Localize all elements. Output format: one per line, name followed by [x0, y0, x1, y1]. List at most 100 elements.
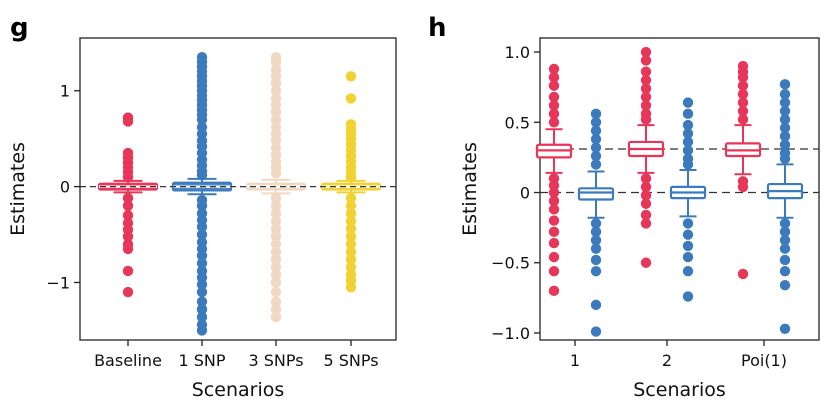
box-3-snps-outlier — [270, 85, 282, 96]
x-tick-label: 1 — [570, 351, 580, 370]
box-blue-1-outlier — [590, 108, 602, 120]
box-blue-2-outlier — [682, 128, 694, 139]
box-baseline-outlier — [122, 286, 134, 298]
box-1-snp-outlier — [196, 296, 208, 307]
panel-label-g: g — [10, 13, 29, 43]
box-blue-1-outlier — [590, 326, 602, 337]
box-blue-3-outlier — [779, 105, 791, 117]
box-5-snps-outlier — [345, 223, 357, 234]
box-red-3-outlier — [737, 88, 749, 100]
box-baseline-outlier — [122, 243, 134, 255]
box-blue-2-outlier — [682, 97, 694, 108]
box-blue-2-outlier — [682, 108, 694, 120]
box-1-snp-outlier — [196, 114, 208, 125]
box-red-1-outlier — [548, 91, 560, 103]
y-axis-title: Estimates — [7, 142, 29, 236]
box-5-snps-outlier — [345, 71, 357, 82]
box-baseline — [97, 112, 159, 298]
box-blue-3-outlier — [779, 139, 791, 150]
box-baseline-outlier — [122, 210, 134, 221]
panel-g: −1 0 1 Baseline 1 SNP 3 SNPs 5 SNPs Scenarios Es… — [7, 37, 397, 401]
box-blue-2-outlier — [682, 251, 694, 263]
box-red-2 — [627, 46, 665, 268]
box-red-2-outlier — [640, 181, 652, 193]
box-5-snps-outlier — [345, 254, 357, 265]
box-3-snps-outlier — [270, 238, 282, 250]
box-blue-3-outlier — [779, 88, 791, 100]
box-red-1-outlier — [548, 251, 560, 263]
box-3-snps-outlier — [270, 286, 282, 298]
x-axis-title: Scenarios — [633, 379, 726, 401]
box-blue-3 — [766, 79, 804, 334]
box-blue-2-outlier — [682, 119, 694, 131]
box-baseline-outlier — [122, 192, 134, 204]
box-red-1-outlier — [548, 226, 560, 238]
box-3-snps-outlier — [270, 77, 282, 89]
box-red-1-outlier — [548, 117, 560, 128]
box-red-3-outlier — [737, 72, 749, 83]
box-red-1-outlier — [548, 215, 560, 226]
box-1-snp-outlier — [196, 286, 208, 298]
box-1-snp-outlier — [196, 304, 208, 315]
box-3-snps-outlier — [270, 304, 282, 315]
box-baseline-outlier — [122, 116, 134, 127]
box-5-snps-outlier — [345, 215, 357, 227]
box-blue-3-outlier — [779, 218, 791, 229]
box-blue-1-outlier — [590, 243, 602, 254]
box-blue-1-outlier — [590, 133, 602, 145]
box-3-snps-outlier — [270, 277, 282, 288]
box-blue-3-outlier — [779, 280, 791, 291]
y-tick-label: 0 — [60, 178, 70, 197]
box-5-snps-outlier — [345, 282, 357, 293]
box-red-2-outlier — [640, 55, 652, 66]
box-blue-1-outlier — [590, 117, 602, 128]
box-blue-1-outlier — [590, 142, 602, 153]
box-red-3-outlier — [737, 114, 749, 125]
box-3-snps-outlier — [270, 231, 282, 242]
box-blue-1-outlier — [590, 159, 602, 170]
box-red-2-outlier — [640, 209, 652, 221]
y-tick-label: −1 — [46, 273, 70, 292]
box-blue-2 — [669, 97, 707, 302]
box-3-snps-outlier — [270, 167, 282, 179]
x-axis-title: Scenarios — [192, 379, 285, 401]
box-blue-3-outlier — [779, 114, 791, 125]
box-1-snp-outlier — [196, 221, 208, 233]
box-5-snps-outlier — [345, 171, 357, 183]
box-blue-3-outlier — [779, 97, 791, 108]
box-3-snps-outlier — [270, 192, 282, 204]
box-red-3-outlier — [737, 97, 749, 108]
plot-frame — [539, 37, 820, 341]
box-3-snps-outlier — [270, 296, 282, 307]
box-3-snps-outlier — [270, 135, 282, 146]
box-blue-3-outlier — [779, 254, 791, 266]
box-blue-1-outlier — [590, 218, 602, 229]
box-3-snps-outlier — [270, 56, 282, 68]
box-red-2-outlier — [640, 257, 652, 268]
box-3-snps-outlier — [270, 208, 282, 219]
box-3-snps-outlier — [270, 269, 282, 281]
x-tick-label: 1 SNP — [178, 351, 225, 370]
box-red-1 — [535, 63, 573, 297]
box-5-snps-outlier — [345, 238, 357, 250]
box-5-snps-outlier — [345, 192, 357, 204]
box-baseline-outlier — [122, 231, 134, 242]
box-red-1-outlier — [548, 195, 560, 207]
y-tick-label: 0 — [520, 184, 530, 203]
box-1-snp-outlier — [196, 325, 208, 336]
box-5-snps-outlier — [345, 200, 357, 211]
box-blue-1-outlier — [590, 265, 602, 277]
box-blue-3-outlier — [779, 243, 791, 254]
box-1-snp-outlier — [196, 311, 208, 323]
box-red-2-outlier — [640, 114, 652, 125]
box-red-3-outlier — [737, 181, 749, 193]
box-red-1-outlier — [548, 265, 560, 277]
box-blue-2-outlier — [682, 145, 694, 156]
box-blue-1-outlier — [590, 235, 602, 246]
box-3-snps-outlier — [270, 246, 282, 257]
y-tick-label: 1.0 — [505, 43, 530, 62]
box-baseline-outlier — [122, 200, 134, 211]
box-red-2-outlier — [640, 190, 652, 201]
y-tick-label: −1.0 — [491, 324, 530, 343]
